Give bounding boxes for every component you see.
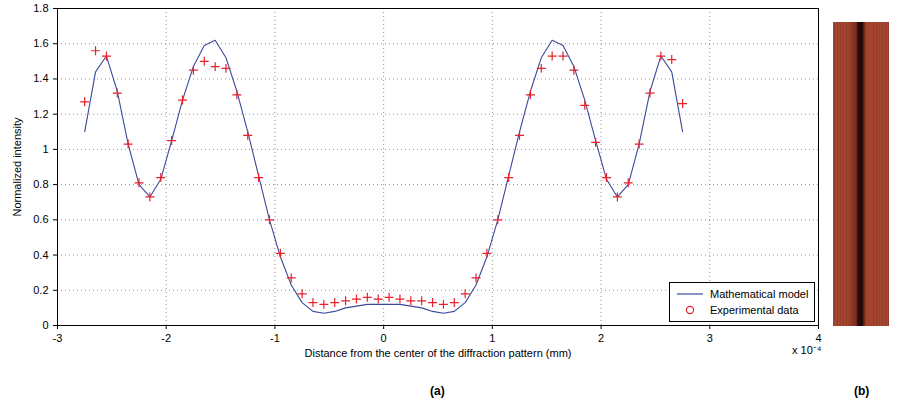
- html-text:Mathematical model: Mathematical model: [710, 288, 809, 300]
- svg-text:1.4: 1.4: [33, 72, 48, 84]
- html-text:x 10⁻⁴: x 10⁻⁴: [792, 344, 822, 356]
- html-text:(a): (a): [430, 384, 445, 398]
- svg-text:Distance from the center of th: Distance from the center of the diffract…: [305, 347, 572, 359]
- svg-text:3: 3: [707, 332, 713, 344]
- html-text:(b): (b): [854, 384, 870, 398]
- svg-text:-2: -2: [161, 332, 171, 344]
- svg-text:1.6: 1.6: [33, 37, 48, 49]
- svg-text:2: 2: [598, 332, 604, 344]
- svg-text:1.2: 1.2: [33, 108, 48, 120]
- svg-text:1: 1: [42, 143, 48, 155]
- svg-text:1: 1: [489, 332, 495, 344]
- svg-text:0.6: 0.6: [33, 213, 48, 225]
- svg-text:0.4: 0.4: [33, 249, 48, 261]
- svg-text:0.2: 0.2: [33, 284, 48, 296]
- html-text:Experimental data: Experimental data: [710, 304, 799, 316]
- svg-text:Normalized intensity: Normalized intensity: [11, 117, 23, 217]
- svg-text:1.8: 1.8: [33, 2, 48, 14]
- svg-text:-1: -1: [270, 332, 280, 344]
- svg-text:0.8: 0.8: [33, 178, 48, 190]
- svg-text:0: 0: [381, 332, 387, 344]
- svg-text:4: 4: [815, 332, 821, 344]
- svg-text:-3: -3: [53, 332, 63, 344]
- svg-text:0: 0: [42, 319, 48, 331]
